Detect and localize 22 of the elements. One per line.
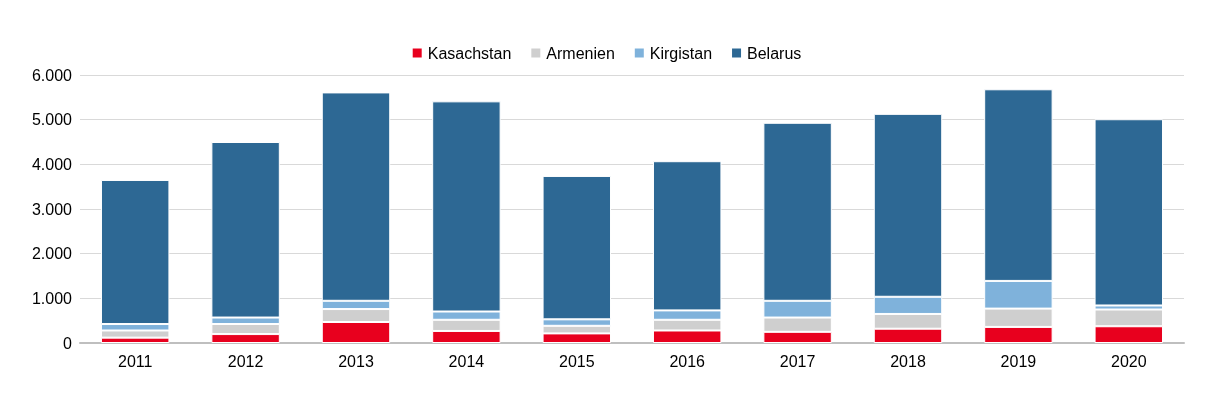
y-tick-label: 0	[63, 334, 73, 352]
x-tick-label: 2013	[338, 352, 374, 370]
y-tick-label: 2.000	[31, 245, 73, 263]
bar	[1094, 119, 1164, 306]
y-tick-label: 6.000	[31, 66, 73, 84]
x-tick-label: 2016	[669, 352, 706, 370]
x-tick-label: 2020	[1111, 352, 1147, 370]
x-tick-label: 2015	[559, 352, 595, 370]
x-tick-label: 2012	[227, 352, 264, 370]
legend-label: Belarus	[747, 44, 802, 62]
y-tick-label: 5.000	[31, 111, 73, 129]
y-tick-label: 3.000	[31, 200, 73, 218]
x-tick-label: 2011	[118, 352, 153, 370]
x-tick-label: 2017	[779, 352, 816, 370]
x-tick-label: 2018	[890, 352, 926, 370]
x-tick-label: 2019	[1000, 352, 1037, 370]
y-tick-label: 4.000	[31, 155, 73, 173]
legend-label: Kirgistan	[649, 44, 713, 62]
legend-label: Kasachstan	[427, 44, 512, 62]
x-tick-label: 2014	[448, 352, 485, 370]
legend-label: Armenien	[546, 44, 615, 62]
y-tick-label: 1.000	[31, 289, 73, 307]
